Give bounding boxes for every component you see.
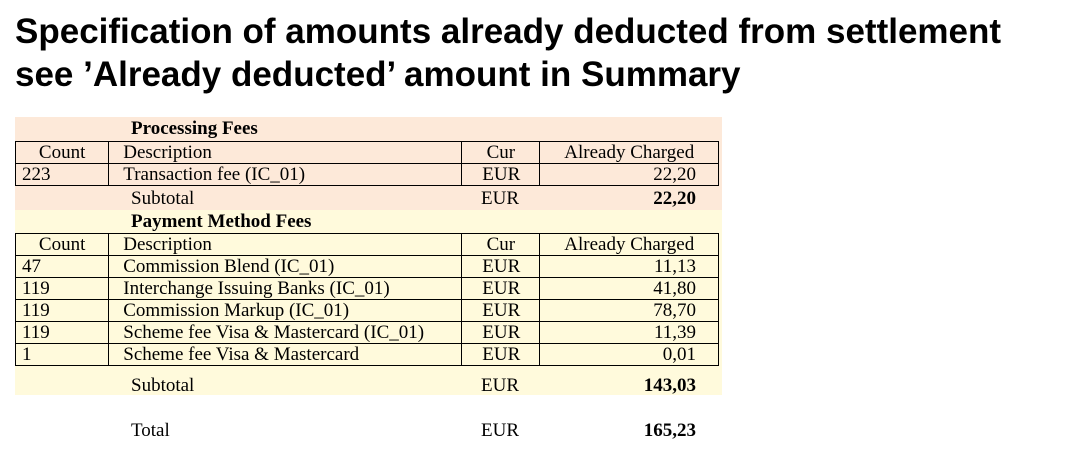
table-row: 47 Commission Blend (IC_01) EUR 11,13 xyxy=(14,255,719,278)
amount-cell: 78,70 xyxy=(539,299,719,322)
currency-cell: EUR xyxy=(461,255,541,278)
description-cell: Scheme fee Visa & Mastercard xyxy=(108,343,463,366)
table-header-row: Count Description Cur Already Charged xyxy=(14,141,719,164)
amount-cell: 11,13 xyxy=(539,255,719,278)
total-label: Total xyxy=(131,420,170,441)
payment-method-fees-title: Payment Method Fees xyxy=(131,211,312,232)
count-cell: 119 xyxy=(14,277,110,300)
amount-column-header: Already Charged xyxy=(539,233,719,256)
amount-cell: 41,80 xyxy=(539,277,719,300)
currency-cell: EUR xyxy=(461,343,541,366)
amount-column-header: Already Charged xyxy=(539,141,719,164)
table-row: 119 Commission Markup (IC_01) EUR 78,70 xyxy=(14,299,719,322)
amount-cell: 11,39 xyxy=(539,321,719,344)
currency-cell: EUR xyxy=(461,299,541,322)
count-cell: 47 xyxy=(14,255,110,278)
count-cell: 1 xyxy=(14,343,110,366)
description-column-header: Description xyxy=(108,233,463,256)
currency-column-header: Cur xyxy=(461,141,541,164)
processing-subtotal-label: Subtotal xyxy=(131,188,195,209)
page-title-line-1: Specification of amounts already deducte… xyxy=(15,12,1002,51)
description-cell: Commission Blend (IC_01) xyxy=(108,255,463,278)
payment-method-subtotal-currency: EUR xyxy=(481,375,519,396)
currency-cell: EUR xyxy=(461,163,541,186)
description-cell: Scheme fee Visa & Mastercard (IC_01) xyxy=(108,321,463,344)
currency-cell: EUR xyxy=(461,321,541,344)
table-header-row: Count Description Cur Already Charged xyxy=(14,233,719,256)
processing-subtotal-amount: 22,20 xyxy=(653,188,696,209)
currency-cell: EUR xyxy=(461,277,541,300)
table-row: 119 Interchange Issuing Banks (IC_01) EU… xyxy=(14,277,719,300)
count-cell: 119 xyxy=(14,321,110,344)
payment-method-subtotal-label: Subtotal xyxy=(131,375,195,396)
processing-subtotal-currency: EUR xyxy=(481,188,519,209)
table-row: 119 Scheme fee Visa & Mastercard (IC_01)… xyxy=(14,321,719,344)
count-column-header: Count xyxy=(14,233,110,256)
currency-column-header: Cur xyxy=(461,233,541,256)
description-cell: Interchange Issuing Banks (IC_01) xyxy=(108,277,463,300)
processing-fees-title: Processing Fees xyxy=(131,118,258,139)
amount-cell: 22,20 xyxy=(539,163,719,186)
table-row: 223 Transaction fee (IC_01) EUR 22,20 xyxy=(14,163,719,186)
payment-method-fees-table: Count Description Cur Already Charged 47… xyxy=(14,233,719,366)
total-currency: EUR xyxy=(481,420,519,441)
description-cell: Transaction fee (IC_01) xyxy=(108,163,463,186)
count-cell: 223 xyxy=(14,163,110,186)
description-cell: Commission Markup (IC_01) xyxy=(108,299,463,322)
payment-method-subtotal-amount: 143,03 xyxy=(643,375,696,396)
processing-fees-table: Count Description Cur Already Charged 22… xyxy=(14,141,719,186)
table-row: 1 Scheme fee Visa & Mastercard EUR 0,01 xyxy=(14,343,719,366)
page-title-line-2: see ’Already deducted’ amount in Summary xyxy=(15,55,741,94)
amount-cell: 0,01 xyxy=(539,343,719,366)
count-column-header: Count xyxy=(14,141,110,164)
count-cell: 119 xyxy=(14,299,110,322)
total-amount: 165,23 xyxy=(643,420,696,441)
description-column-header: Description xyxy=(108,141,463,164)
